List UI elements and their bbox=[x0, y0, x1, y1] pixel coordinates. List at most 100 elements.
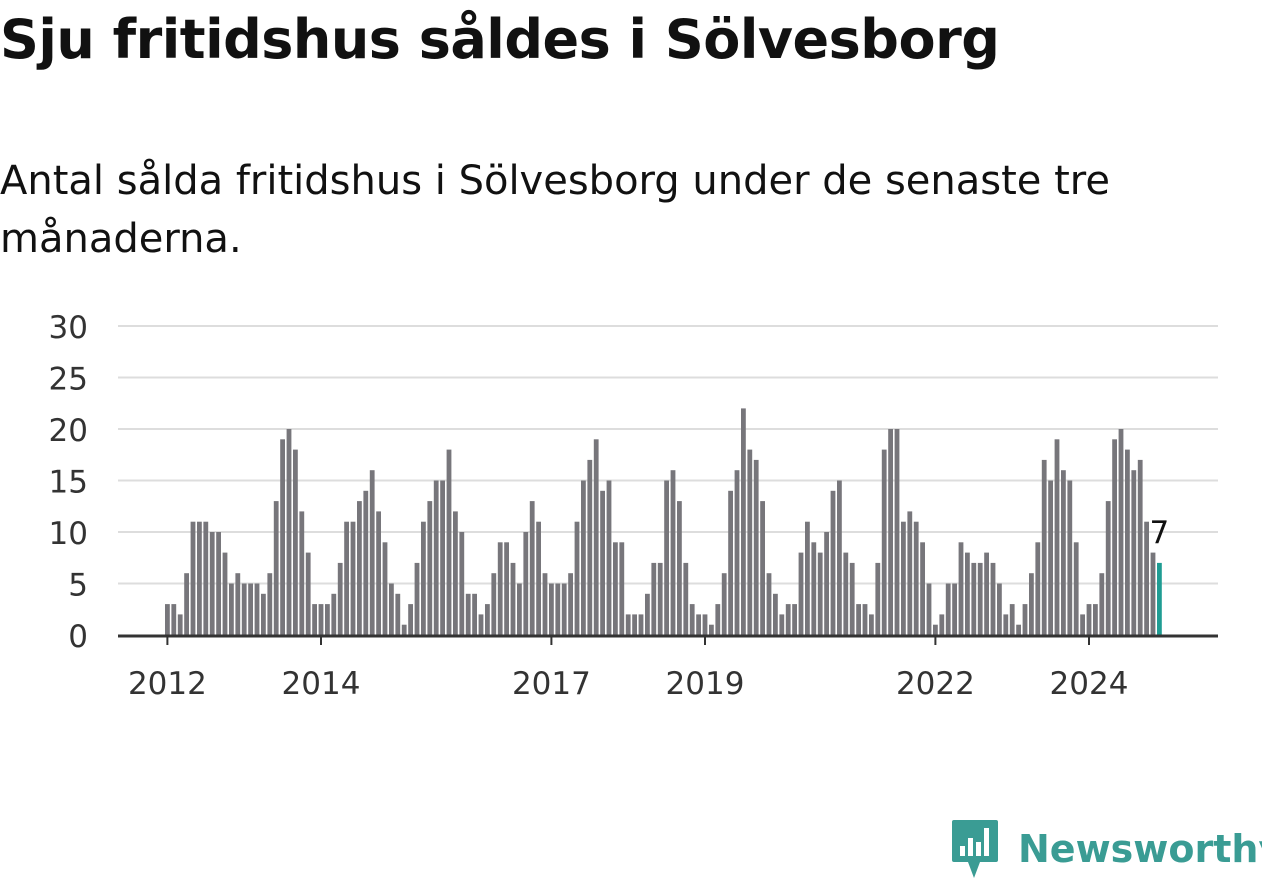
bar bbox=[222, 552, 228, 635]
bar bbox=[997, 583, 1002, 635]
bar bbox=[683, 562, 689, 635]
bar bbox=[1003, 614, 1009, 635]
bar bbox=[203, 521, 209, 635]
bar bbox=[920, 542, 925, 635]
chart-subtitle: Antal sålda fritidshus i Sölvesborg unde… bbox=[0, 158, 1110, 262]
bar bbox=[805, 521, 810, 635]
bar bbox=[472, 593, 477, 635]
bar bbox=[389, 583, 394, 635]
bar bbox=[459, 532, 465, 635]
highlight-value-label: 7 bbox=[1150, 515, 1170, 551]
bar bbox=[382, 542, 388, 635]
bar bbox=[875, 562, 881, 635]
bar bbox=[1150, 552, 1156, 635]
x-tick-label: 2024 bbox=[1050, 666, 1129, 702]
bar bbox=[901, 521, 906, 635]
bar bbox=[606, 480, 612, 635]
bar bbox=[638, 614, 644, 635]
bar bbox=[497, 542, 503, 635]
bar-chart: 0 5 10 15 20 25 30 2012 2014 2017 2019 2022 2024 7 bbox=[49, 310, 1218, 702]
bar bbox=[254, 583, 260, 635]
newsworthy-logo: Newsworthy bbox=[950, 818, 1262, 880]
bar bbox=[734, 470, 740, 635]
bar bbox=[248, 583, 253, 635]
bar bbox=[766, 573, 772, 635]
bar bbox=[261, 593, 266, 635]
bar bbox=[363, 490, 369, 635]
bar bbox=[401, 624, 407, 635]
bar bbox=[241, 583, 247, 635]
brand-name: Newsworthy bbox=[1018, 827, 1262, 871]
bar bbox=[421, 521, 426, 635]
bar bbox=[331, 593, 337, 635]
bar bbox=[645, 593, 650, 635]
bar bbox=[453, 511, 458, 635]
bar bbox=[1137, 459, 1143, 635]
bar bbox=[293, 449, 298, 635]
bar bbox=[952, 583, 957, 635]
bar bbox=[728, 490, 733, 635]
bar bbox=[542, 573, 548, 635]
x-tick-label: 2014 bbox=[282, 666, 361, 702]
bar bbox=[651, 562, 657, 635]
bar bbox=[235, 573, 241, 635]
bar bbox=[862, 604, 868, 635]
bar bbox=[408, 604, 413, 635]
y-tick-label: 10 bbox=[49, 516, 88, 552]
bar bbox=[677, 501, 682, 635]
bar bbox=[747, 449, 753, 635]
bar bbox=[798, 552, 804, 635]
bar bbox=[888, 429, 893, 635]
bar bbox=[881, 449, 887, 635]
bar bbox=[1022, 604, 1028, 635]
bar bbox=[523, 532, 529, 635]
y-tick-label: 25 bbox=[49, 362, 88, 398]
bar bbox=[446, 449, 452, 635]
chart-title: Sju fritidshus såldes i Sölvesborg bbox=[0, 8, 1000, 71]
bar bbox=[325, 604, 330, 635]
bar bbox=[395, 593, 401, 635]
x-tick-label: 2017 bbox=[512, 666, 591, 702]
bar bbox=[830, 490, 836, 635]
annotations: 7 bbox=[1150, 515, 1170, 551]
bar bbox=[376, 511, 381, 635]
bar bbox=[600, 490, 605, 635]
x-axis: 2012 2014 2017 2019 2022 2024 bbox=[118, 634, 1218, 702]
bar bbox=[568, 573, 573, 635]
bar bbox=[510, 562, 516, 635]
bar bbox=[337, 562, 343, 635]
bar bbox=[299, 511, 305, 635]
bar bbox=[971, 562, 977, 635]
y-tick-label: 15 bbox=[49, 465, 88, 501]
bar bbox=[504, 542, 509, 635]
bar bbox=[837, 480, 842, 635]
y-axis-labels: 0 5 10 15 20 25 30 bbox=[49, 310, 88, 655]
bar bbox=[427, 501, 433, 635]
bar bbox=[843, 552, 849, 635]
bar bbox=[1048, 480, 1053, 635]
bar bbox=[529, 501, 535, 635]
bar bbox=[779, 614, 785, 635]
bar bbox=[350, 521, 356, 635]
bar bbox=[1093, 604, 1098, 635]
bar bbox=[1054, 439, 1060, 635]
bar bbox=[984, 552, 989, 635]
bar bbox=[773, 593, 778, 635]
bar bbox=[433, 480, 439, 635]
bar bbox=[165, 604, 170, 635]
bar bbox=[555, 583, 561, 635]
bar bbox=[587, 459, 593, 635]
bar bbox=[696, 614, 701, 635]
bar bbox=[1073, 542, 1079, 635]
bar bbox=[177, 614, 183, 635]
bar bbox=[273, 501, 279, 635]
bar bbox=[280, 439, 285, 635]
bar bbox=[913, 521, 919, 635]
bar bbox=[715, 604, 721, 635]
y-tick-label: 0 bbox=[68, 619, 88, 655]
bar bbox=[344, 521, 349, 635]
bar bbox=[369, 470, 375, 635]
bar bbox=[702, 614, 708, 635]
bar bbox=[939, 614, 945, 635]
bar bbox=[305, 552, 311, 635]
